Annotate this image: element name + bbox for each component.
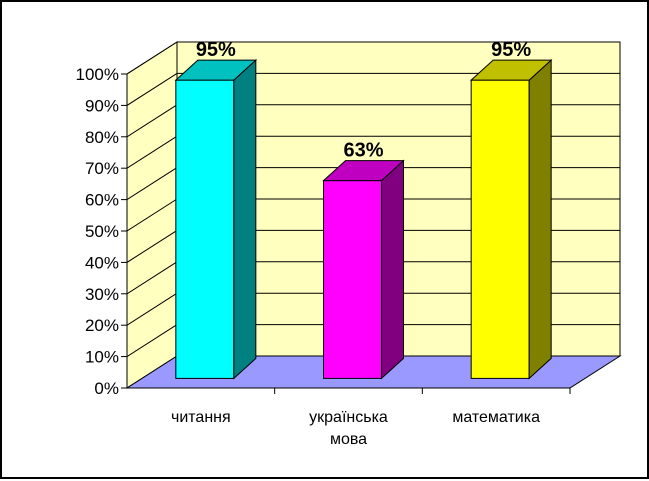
y-tick-label: 40% [85,253,119,272]
y-tick-label: 50% [85,222,119,241]
bar-front [175,79,235,379]
gridline-side [126,324,178,358]
gridline-side [126,104,178,138]
y-tick-label: 100% [76,65,119,84]
gridline-side [126,135,178,169]
y-tick-label: 20% [85,316,119,335]
y-tick-label: 60% [85,191,119,210]
category-label: математика [452,409,540,426]
y-tick-label: 10% [85,348,119,367]
y-tick-label: 0% [94,379,119,398]
y-tick-label: 30% [85,285,119,304]
gridline-side [126,72,178,106]
y-tick-label: 70% [85,159,119,178]
gridline-side [126,41,178,75]
bar-top [174,59,258,81]
y-tick-label: 80% [85,128,119,147]
bar-side [381,159,404,380]
y-tick-label: 90% [85,96,119,115]
data-label: 63% [343,140,383,162]
category-label: читання [171,409,231,426]
bar-top [322,160,405,182]
bar-front [323,180,382,379]
gridline-side [126,292,178,326]
bar-side [528,58,552,380]
gridline-side [126,261,178,295]
bar-side [233,58,257,380]
axes [121,73,571,394]
category-label: українська [309,409,388,426]
gridline-side [126,229,178,263]
bar [322,159,405,380]
bar [469,58,553,380]
bars [174,58,553,380]
bar [174,58,258,380]
bar-top [469,59,553,81]
bar-front [470,79,530,379]
gridline-side [126,198,178,232]
category-label: мова [330,431,367,448]
gridline-side [126,167,178,201]
data-label: 95% [196,39,236,61]
labels: 0% 10% 20% 30% 40% 50% 60% 70% 80% 90% 100% 95% чита… [76,39,541,448]
data-label: 95% [491,39,531,61]
